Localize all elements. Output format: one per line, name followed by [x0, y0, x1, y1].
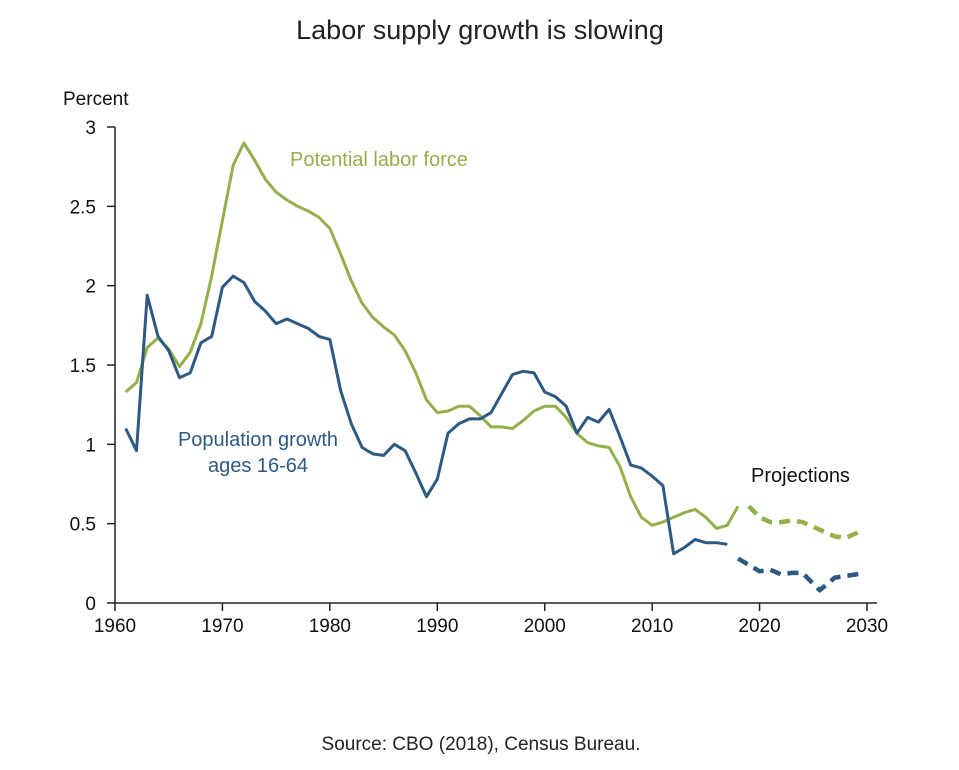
- axes: 0 0.5 1 1.5 2 2.5 3 1960 1970 1980 1990 2000 2010 202…: [70, 118, 889, 637]
- series-line-actual-0: [124, 141, 740, 530]
- y-axis-label: Percent: [63, 89, 129, 110]
- x-tick-label: 2010: [631, 616, 673, 637]
- x-tick-label: 1980: [309, 616, 351, 637]
- y-tick-label: 1.5: [70, 356, 96, 377]
- y-tick-label: 1: [85, 435, 96, 456]
- series-line-projection-0: [747, 504, 865, 541]
- series-label-population-line2: ages 16-64: [208, 455, 308, 477]
- y-tick-label: 2.5: [70, 197, 96, 218]
- series-lines: [124, 141, 865, 593]
- series-line-actual-1: [124, 274, 728, 556]
- series-line-projection-1: [736, 556, 864, 593]
- y-tick-label: 0: [85, 594, 96, 615]
- x-tick-label: 1960: [94, 616, 136, 637]
- series-label-potential-labor-force: Potential labor force: [290, 149, 468, 171]
- x-tick-label: 2000: [524, 616, 566, 637]
- x-tick-label: 1970: [201, 616, 243, 637]
- projections-annotation: Projections: [751, 465, 850, 487]
- y-tick-label: 3: [85, 118, 96, 139]
- chart-title: Labor supply growth is slowing: [296, 15, 664, 45]
- x-tick-label: 1990: [416, 616, 458, 637]
- source-note: Source: CBO (2018), Census Bureau.: [322, 734, 641, 755]
- x-tick-label: 2030: [846, 616, 888, 637]
- series-label-population-line1: Population growth: [178, 429, 338, 451]
- y-tick-label: 2: [85, 277, 96, 298]
- y-tick-label: 0.5: [70, 515, 96, 536]
- x-tick-label: 2020: [738, 616, 780, 637]
